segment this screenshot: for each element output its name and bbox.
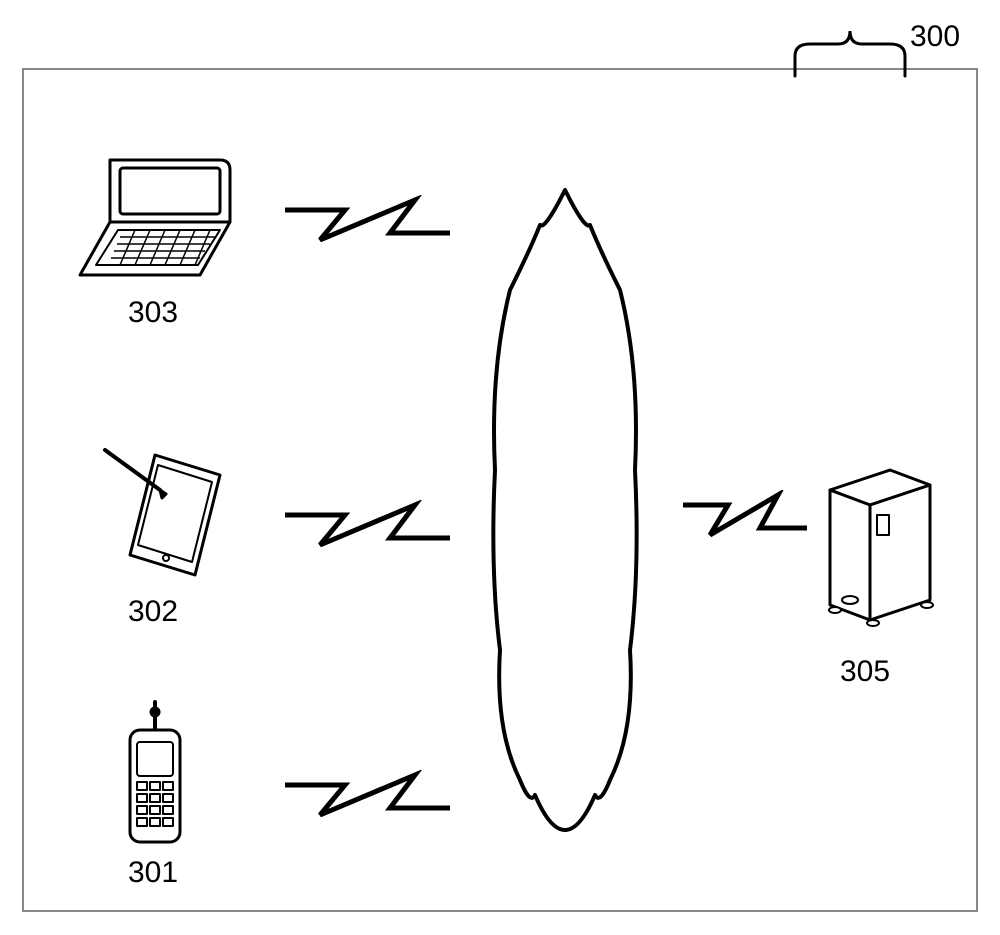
diagram-canvas: 300 303 302 301 304 305 [0,0,1000,935]
wireless-link-icon [280,500,455,555]
phone-icon [115,700,195,848]
tablet-label: 302 [128,595,178,629]
system-label: 300 [910,20,960,54]
server-label: 305 [840,655,890,689]
wireless-link-icon [280,770,455,825]
laptop-label: 303 [128,296,178,330]
phone-label: 301 [128,856,178,890]
server-icon [815,460,940,630]
laptop-icon [70,150,240,285]
tablet-icon [100,440,230,585]
network-cloud-icon [475,170,655,855]
wireless-link-icon [280,195,455,250]
wireless-link-icon [680,490,810,545]
system-bracket-icon [790,26,910,81]
